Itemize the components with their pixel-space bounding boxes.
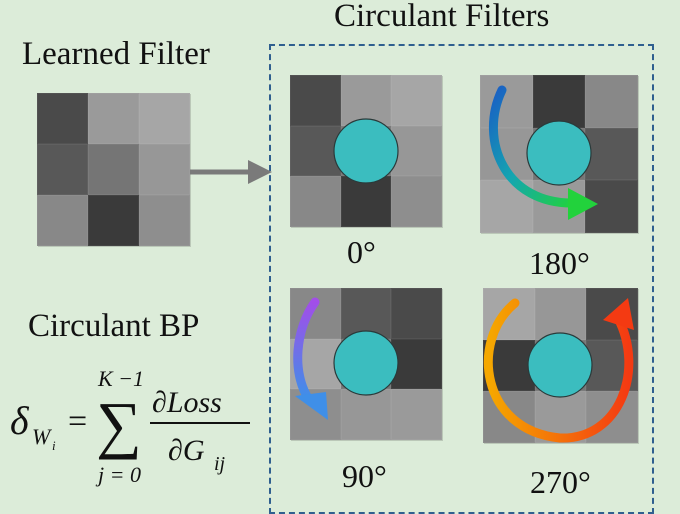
filter-cell-7 [532, 180, 586, 233]
filter-cell-6 [37, 195, 88, 246]
filter-cell-5 [585, 127, 638, 181]
formula-equals: = [68, 403, 87, 440]
filter-cell-4 [532, 127, 586, 181]
filter-cell-5 [391, 125, 442, 177]
filter-cell-1 [340, 75, 392, 126]
angle-label-180: 180° [529, 245, 590, 281]
learned-filter-title: Learned Filter [22, 36, 210, 72]
filter-cell-4 [534, 339, 587, 392]
filter-cell-3 [290, 338, 341, 390]
filter-cell-7 [88, 195, 139, 246]
filter-cell-1 [532, 75, 586, 128]
angle-label-0: 0° [347, 234, 376, 270]
filter-cell-0 [37, 93, 88, 144]
angle-label-90: 90° [342, 458, 387, 494]
filter-cell-8 [139, 195, 190, 246]
formula-delta: δ [10, 398, 30, 443]
filter-cell-1 [88, 93, 139, 144]
filter-90-grid [290, 288, 442, 440]
filter-cell-0 [483, 288, 535, 340]
filter-cell-1 [534, 288, 587, 340]
formula-sub-i: i [52, 438, 56, 453]
filter-cell-2 [139, 93, 190, 144]
formula-denominator-sub: ij [214, 453, 226, 475]
filter-cell-0 [290, 288, 341, 339]
filter-cell-5 [586, 339, 638, 392]
filter-cell-8 [391, 176, 442, 227]
filter-cell-3 [290, 125, 341, 177]
filter-0-grid [290, 75, 442, 227]
filter-cell-7 [534, 391, 587, 443]
filter-cell-0 [480, 75, 533, 128]
filter-cell-8 [586, 391, 638, 443]
filter-cell-6 [290, 389, 341, 440]
transfer-arrow [190, 160, 272, 184]
formula-sum-symbol: ∑ [96, 389, 142, 460]
formula-denominator: ∂G [168, 434, 205, 467]
circulant-bp-title: Circulant BP [28, 308, 200, 344]
filter-cell-4 [340, 125, 392, 177]
filter-cell-4 [340, 338, 392, 390]
filter-cell-2 [585, 75, 638, 128]
circulant-filters-title: Circulant Filters [334, 0, 550, 34]
filter-cell-2 [391, 288, 442, 339]
filter-cell-8 [585, 180, 638, 233]
filter-cell-6 [290, 176, 341, 227]
formula-numerator: ∂Loss [152, 386, 222, 419]
filter-cell-2 [586, 288, 638, 340]
formula-sub-w: W [32, 424, 52, 449]
filter-180-grid [480, 75, 638, 233]
angle-label-270: 270° [530, 464, 591, 500]
filter-cell-7 [340, 389, 392, 440]
filter-cell-5 [139, 144, 190, 195]
filter-270-grid [483, 288, 638, 443]
filter-cell-5 [391, 338, 442, 390]
circulant-bp-formula: δ W i = K −1 ∑ j = 0 ∂Loss ∂G ij [10, 370, 250, 487]
filter-cell-4 [88, 144, 139, 195]
filter-cell-3 [480, 127, 533, 181]
formula-sum-lower: j = 0 [95, 462, 141, 487]
filter-cell-8 [391, 389, 442, 440]
filter-cell-1 [340, 288, 392, 339]
filter-cell-6 [480, 180, 533, 233]
filter-cell-3 [483, 339, 535, 392]
filter-cell-7 [340, 176, 392, 227]
filter-cell-6 [483, 391, 535, 443]
filter-cell-3 [37, 144, 88, 195]
formula-sum-upper: K −1 [97, 370, 144, 391]
filter-cell-0 [290, 75, 341, 126]
learned-filter-grid [37, 93, 190, 246]
filter-cell-2 [391, 75, 442, 126]
